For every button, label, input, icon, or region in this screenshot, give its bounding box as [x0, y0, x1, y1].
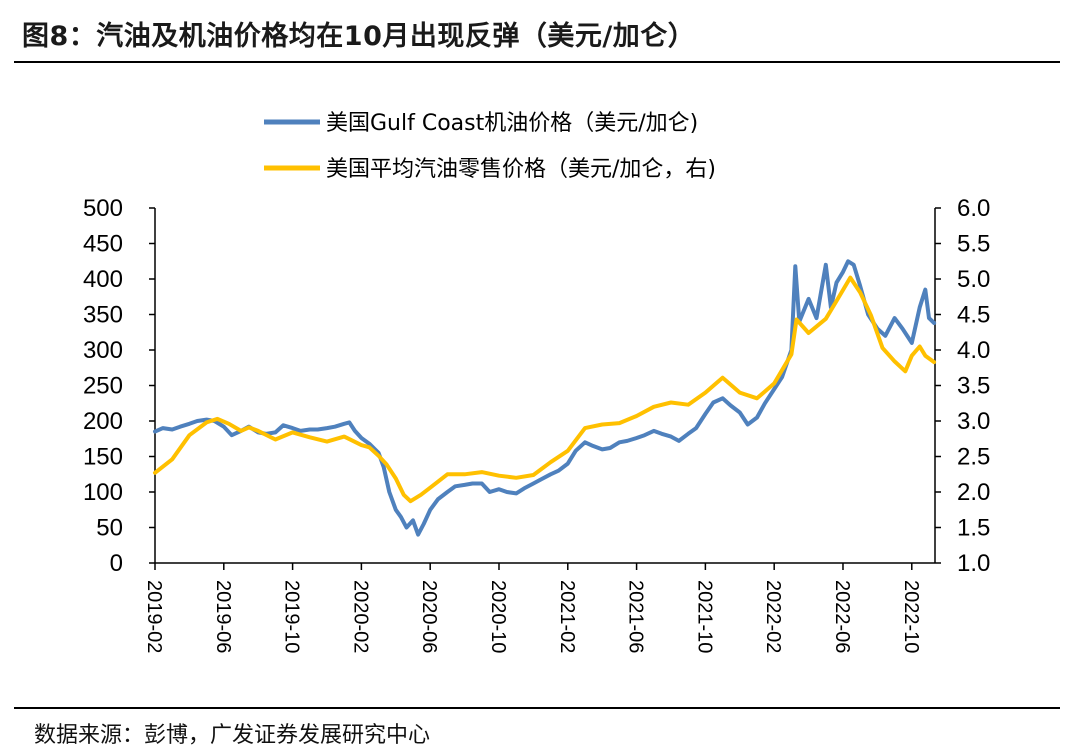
left-tick-label: 400 — [83, 266, 123, 293]
left-tick-label: 0 — [110, 550, 123, 577]
x-tick-label: 2020-10 — [487, 580, 509, 653]
dual-axis-line-chart: 美国Gulf Coast机油价格（美元/加仑) 美国平均汽油零售价格（美元/加仑… — [83, 111, 990, 653]
right-tick-label: 5.5 — [957, 231, 990, 258]
legend-label-gasoline: 美国平均汽油零售价格（美元/加仑，右) — [326, 157, 716, 182]
left-tick-label: 300 — [83, 337, 123, 364]
top-rule — [14, 61, 1060, 63]
left-tick-label: 450 — [83, 231, 123, 258]
x-tick-label: 2019-10 — [281, 580, 303, 653]
left-tick-label: 200 — [83, 408, 123, 435]
x-tick-label: 2022-02 — [762, 580, 784, 653]
x-tick-label: 2020-02 — [349, 580, 371, 653]
x-tick-label: 2020-06 — [418, 580, 440, 653]
right-tick-label: 3.5 — [957, 373, 990, 400]
left-tick-label: 500 — [83, 195, 123, 222]
x-tick-label: 2021-06 — [625, 580, 647, 653]
left-tick-label: 350 — [83, 302, 123, 329]
series-line-gasoline — [153, 275, 937, 504]
legend: 美国Gulf Coast机油价格（美元/加仑) 美国平均汽油零售价格（美元/加仑… — [264, 111, 716, 182]
x-tick-label: 2021-10 — [693, 580, 715, 653]
x-tick-label: 2019-06 — [212, 580, 234, 653]
left-y-axis: 0 50 100 150 200 250 300 350 400 450 500 — [83, 195, 156, 577]
right-tick-label: 4.0 — [957, 337, 990, 364]
series-line-oil — [153, 259, 937, 537]
x-axis: 2019-02 2019-06 2019-10 2020-02 2020-06 2020-… — [143, 562, 935, 653]
x-tick-label: 2019-02 — [143, 580, 165, 653]
right-tick-label: 1.5 — [957, 515, 990, 542]
series-layer — [153, 259, 937, 537]
left-tick-label: 250 — [83, 373, 123, 400]
right-tick-label: 3.0 — [957, 408, 990, 435]
figure-title: 图8：汽油及机油价格均在10月出现反弹（美元/加仑） — [22, 21, 696, 52]
x-tick-label: 2021-02 — [556, 580, 578, 653]
right-tick-label: 2.5 — [957, 444, 990, 471]
source-note: 数据来源：彭博，广发证券发展研究中心 — [34, 723, 431, 748]
left-tick-label: 150 — [83, 444, 123, 471]
legend-label-oil: 美国Gulf Coast机油价格（美元/加仑) — [326, 111, 698, 136]
right-tick-label: 1.0 — [957, 550, 990, 577]
right-tick-label: 2.0 — [957, 479, 990, 506]
bottom-rule — [14, 707, 1060, 709]
right-tick-label: 4.5 — [957, 302, 990, 329]
x-tick-label: 2022-06 — [831, 580, 853, 653]
left-tick-label: 100 — [83, 479, 123, 506]
x-tick-label: 2022-10 — [900, 580, 922, 653]
left-tick-label: 50 — [96, 515, 123, 542]
right-tick-label: 5.0 — [957, 266, 990, 293]
right-y-axis: 1.0 1.5 2.0 2.5 3.0 3.5 4.0 4.5 5.0 5.5 6.0 — [934, 195, 990, 577]
right-tick-label: 6.0 — [957, 195, 990, 222]
